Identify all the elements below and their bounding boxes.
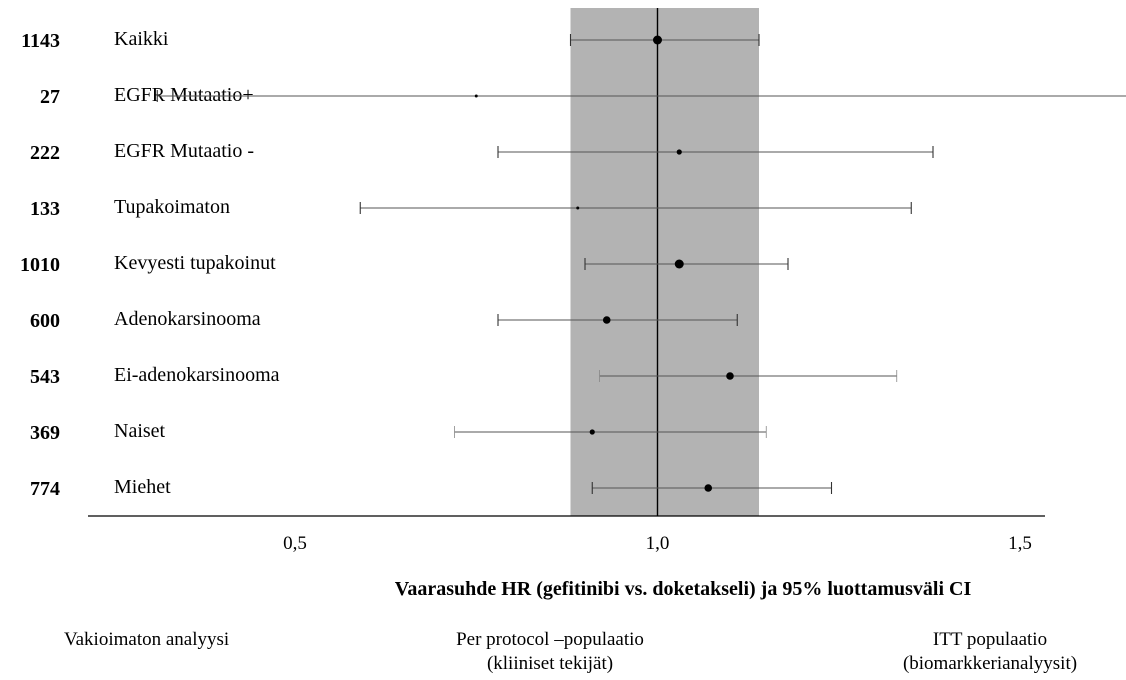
point-estimate [653,35,662,45]
point-estimate [602,316,611,324]
x-axis-title: Vaarasuhde HR (gefitinibi vs. doketaksel… [394,578,972,600]
x-tick-label: 1,5 [1008,533,1032,554]
point-estimate [589,429,595,435]
row-subgroup-label: Adenokarsinooma [114,308,261,330]
row-subgroup-label: EGFR Mutaatio - [114,140,254,162]
row-n-label: 222 [30,142,60,164]
row-n-label: 600 [30,310,60,332]
row-subgroup-label: Tupakoimaton [114,196,230,218]
footer-itt: ITT populaatio (biomarkkerianalyysit) [860,628,1120,676]
row-subgroup-label: Kaikki [114,28,169,50]
footer-middle-line1: Per protocol –populaatio [456,629,644,650]
row-n-label: 27 [40,86,60,108]
footer-per-protocol: Per protocol –populaatio (kliiniset teki… [400,628,700,676]
row-n-label: 369 [30,422,60,444]
footer-right-line1: ITT populaatio [932,629,1048,650]
point-estimate [676,149,682,155]
row-n-label: 1143 [21,30,60,52]
footer-middle-line2: (kliiniset tekijät) [486,653,614,674]
footer-right-line2: (biomarkkerianalyysit) [902,653,1078,674]
footer-unadjusted-analysis: Vakioimaton analyysi [64,628,229,652]
row-n-label: 774 [30,478,60,500]
row-subgroup-label: Ei-adenokarsinooma [114,364,280,386]
overall-ci-band [570,8,759,516]
row-n-label: 1010 [20,254,60,276]
row-n-label: 133 [30,198,60,220]
point-estimate [474,94,478,98]
row-subgroup-label: EGFR Mutaatio+ [114,84,254,106]
footer-left-label: Vakioimaton analyysi [64,629,230,650]
row-subgroup-label: Kevyesti tupakoinut [114,252,276,274]
point-estimate [576,206,580,210]
row-subgroup-label: Miehet [114,476,171,498]
point-estimate [704,484,713,492]
x-tick-label: 0,5 [283,533,307,554]
x-tick-label: 1,0 [646,533,670,554]
row-subgroup-label: Naiset [114,420,166,442]
point-estimate [674,259,684,269]
row-n-label: 543 [30,366,60,388]
point-estimate [726,372,734,380]
